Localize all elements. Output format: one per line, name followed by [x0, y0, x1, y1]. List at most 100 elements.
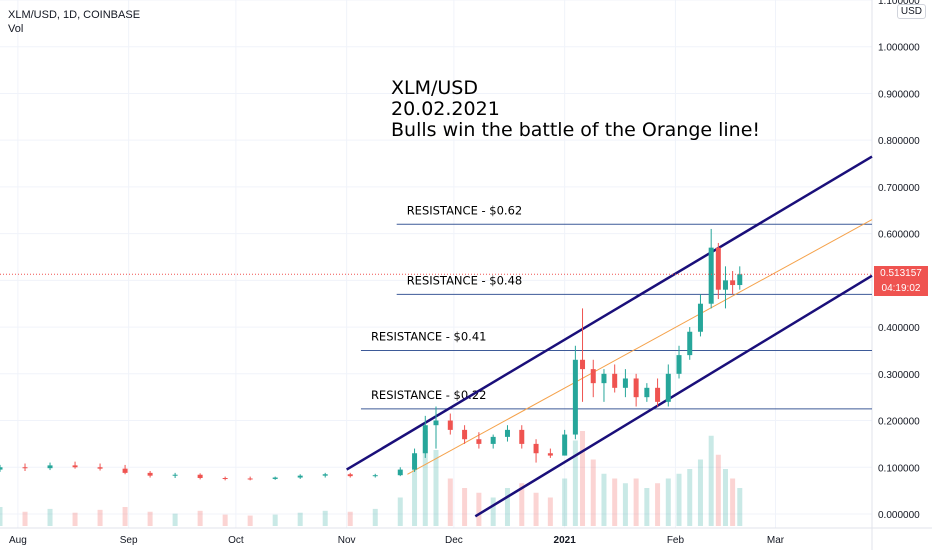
x-tick-label[interactable]: Sep	[120, 535, 138, 546]
candle-body	[122, 468, 128, 473]
volume-bar	[397, 497, 403, 526]
y-tick-label[interactable]: 1.000000	[878, 43, 920, 54]
x-tick-label[interactable]: Feb	[667, 535, 685, 546]
candle-body	[247, 478, 253, 480]
volume-bar	[272, 514, 278, 526]
resistance-label: RESISTANCE - $0.62	[407, 203, 523, 217]
candle-body	[412, 453, 418, 470]
channel-mid-line	[407, 219, 873, 475]
y-tick-label[interactable]: 0.800000	[878, 136, 920, 147]
candle-body	[572, 359, 578, 435]
candle-body	[272, 477, 278, 479]
candle-body	[47, 465, 53, 469]
volume-bar	[580, 431, 586, 526]
volume-bar	[737, 488, 743, 526]
volume-bar	[547, 497, 553, 526]
resistance-lines: RESISTANCE - $0.62 RESISTANCE - $0.48 RESI…	[360, 203, 872, 410]
volume-bar	[372, 508, 378, 526]
candle-body	[504, 429, 510, 437]
x-tick-label[interactable]: Dec	[445, 535, 463, 546]
candle-body	[372, 475, 378, 477]
y-tick-label[interactable]: 0.400000	[878, 323, 920, 334]
candle-body	[462, 429, 468, 440]
y-tick-label[interactable]: 0.200000	[878, 417, 920, 428]
volume-bar	[72, 512, 78, 526]
volume-bar	[715, 454, 721, 526]
resistance-label: RESISTANCE - $0.48	[407, 273, 523, 287]
candle-body	[72, 465, 78, 468]
candle-body	[533, 443, 539, 454]
volume-bar	[197, 510, 203, 526]
volume-bar	[504, 488, 510, 526]
volume-bar	[172, 513, 178, 526]
candle-body	[297, 475, 303, 478]
annotation-line-3: Bulls win the battle of the Orange line!	[391, 119, 761, 141]
volume-bar	[590, 459, 596, 526]
volume-bar	[122, 507, 128, 526]
y-tick-label[interactable]: 0.600000	[878, 230, 920, 241]
candle-body	[562, 434, 568, 456]
candle-body	[476, 439, 482, 444]
volume-bar	[665, 478, 671, 526]
volume-bar	[97, 509, 103, 526]
candle-body	[715, 247, 721, 290]
volume-bar	[519, 483, 525, 526]
x-tick-label[interactable]: Oct	[228, 535, 244, 546]
candle-body	[547, 453, 553, 456]
y-tick-label[interactable]: 0.000000	[878, 510, 920, 521]
symbol-title[interactable]: XLM/USD, 1D, COINBASE	[8, 9, 141, 21]
volume-bar	[722, 469, 728, 526]
candle-body	[622, 378, 628, 388]
x-tick-label[interactable]: Aug	[9, 535, 27, 546]
volume-bar	[533, 492, 539, 526]
currency-badge[interactable]: USD	[896, 4, 926, 19]
x-tick-label[interactable]: 2021	[554, 535, 577, 546]
volume-bar	[730, 478, 736, 526]
volume-bar	[655, 483, 661, 526]
time-axis[interactable]: Aug Sep Oct Nov Dec 2021 Feb Mar	[9, 535, 785, 546]
candle-body	[197, 474, 203, 479]
volume-bar	[0, 507, 3, 526]
candle-body	[322, 474, 328, 476]
y-tick-label[interactable]: 1.100000	[878, 0, 920, 7]
y-tick-label[interactable]: 0.900000	[878, 89, 920, 100]
candle-body	[222, 478, 228, 480]
volume-bar	[462, 488, 468, 526]
volume-bar	[490, 497, 496, 526]
channel-upper-line	[346, 155, 873, 471]
candle-body	[697, 303, 703, 332]
candle-body	[708, 247, 714, 304]
candle-body	[422, 425, 428, 454]
price-axis[interactable]: 0.000000 0.100000 0.200000 0.300000 0.400000…	[878, 0, 920, 521]
volume-bar	[297, 512, 303, 526]
annotation-line-1: XLM/USD	[391, 77, 478, 99]
candle-body	[737, 274, 743, 286]
volume-bar	[247, 515, 253, 526]
candle-body	[447, 420, 453, 430]
volume-label[interactable]: Vol	[8, 23, 24, 35]
x-tick-label[interactable]: Mar	[767, 535, 785, 546]
y-tick-label[interactable]: 0.300000	[878, 370, 920, 381]
candle-body	[147, 472, 153, 476]
annotation-line-2: 20.02.2021	[391, 98, 500, 120]
volume-bar	[433, 450, 439, 526]
y-tick-label[interactable]: 0.700000	[878, 183, 920, 194]
candle-body	[22, 467, 28, 469]
x-tick-label[interactable]: Nov	[338, 535, 356, 546]
volume-bar	[147, 511, 153, 526]
resistance-label: RESISTANCE - $0.22	[371, 388, 487, 402]
volume-bar	[708, 435, 714, 526]
candle-body	[433, 420, 439, 426]
annotation-text: XLM/USD 20.02.2021 Bulls win the battle …	[391, 78, 760, 141]
volume-bar	[572, 440, 578, 526]
volume-bar	[322, 510, 328, 526]
volume-bar	[562, 478, 568, 526]
candle-body	[676, 355, 682, 374]
trend-channel	[346, 155, 873, 518]
candle-body	[687, 331, 693, 356]
countdown-label: 04:19:02	[874, 281, 928, 297]
y-tick-label[interactable]: 0.100000	[878, 463, 920, 474]
candle-body	[644, 387, 650, 398]
volume-bar	[601, 473, 607, 526]
